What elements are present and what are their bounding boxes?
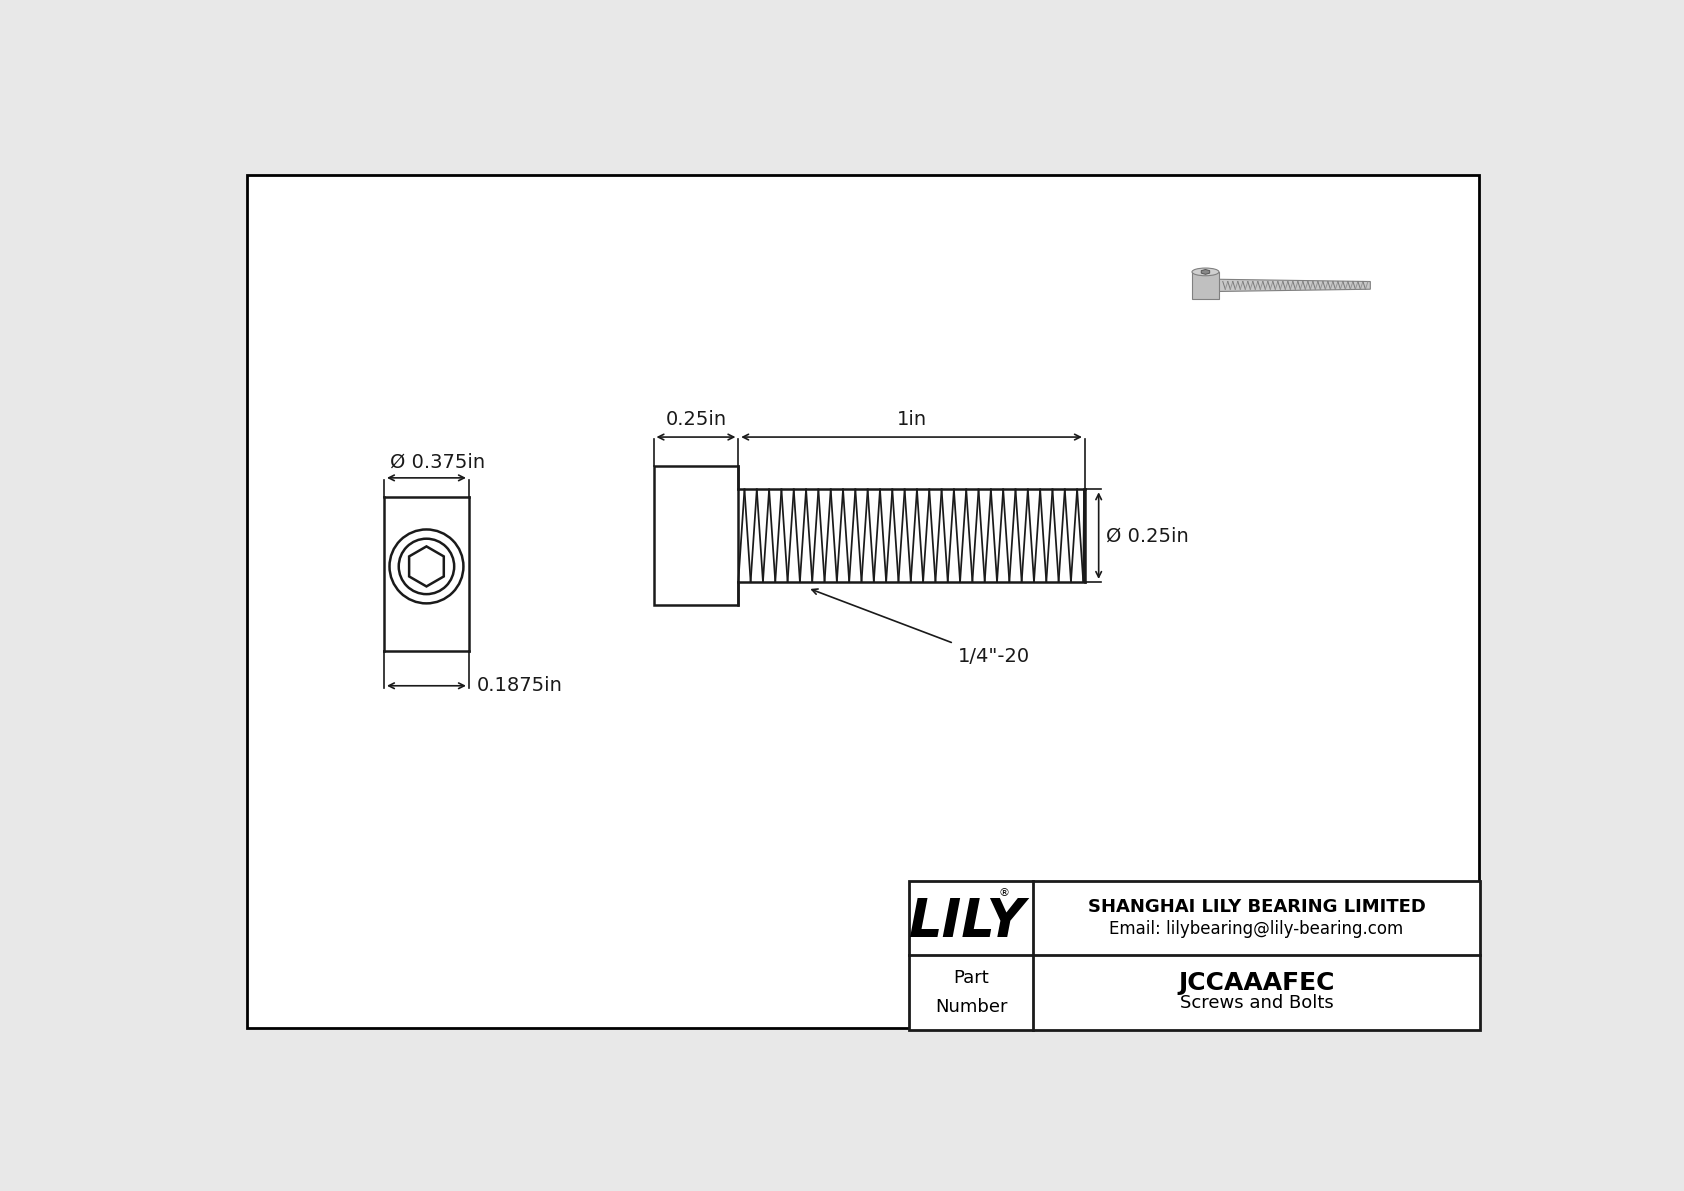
Polygon shape xyxy=(1201,269,1209,274)
Text: JCCAAAFEC: JCCAAAFEC xyxy=(1179,971,1335,994)
Text: ®: ® xyxy=(999,888,1009,898)
Text: 0.1875in: 0.1875in xyxy=(477,676,562,696)
Text: Ø 0.375in: Ø 0.375in xyxy=(391,453,485,472)
Bar xyxy=(1192,272,1219,299)
Text: Part
Number: Part Number xyxy=(935,969,1007,1016)
Ellipse shape xyxy=(1192,268,1219,276)
Text: Screws and Bolts: Screws and Bolts xyxy=(1180,993,1334,1011)
Text: Ø 0.25in: Ø 0.25in xyxy=(1106,526,1189,545)
Text: LILY: LILY xyxy=(909,896,1026,948)
Bar xyxy=(653,467,738,605)
Text: 1/4"-20: 1/4"-20 xyxy=(958,647,1031,666)
Text: 0.25in: 0.25in xyxy=(665,411,726,430)
Text: SHANGHAI LILY BEARING LIMITED: SHANGHAI LILY BEARING LIMITED xyxy=(1088,898,1425,916)
Text: 1in: 1in xyxy=(896,411,926,430)
Polygon shape xyxy=(1216,279,1371,292)
Bar xyxy=(909,880,1480,1030)
Text: Email: lilybearing@lily-bearing.com: Email: lilybearing@lily-bearing.com xyxy=(1110,919,1404,937)
